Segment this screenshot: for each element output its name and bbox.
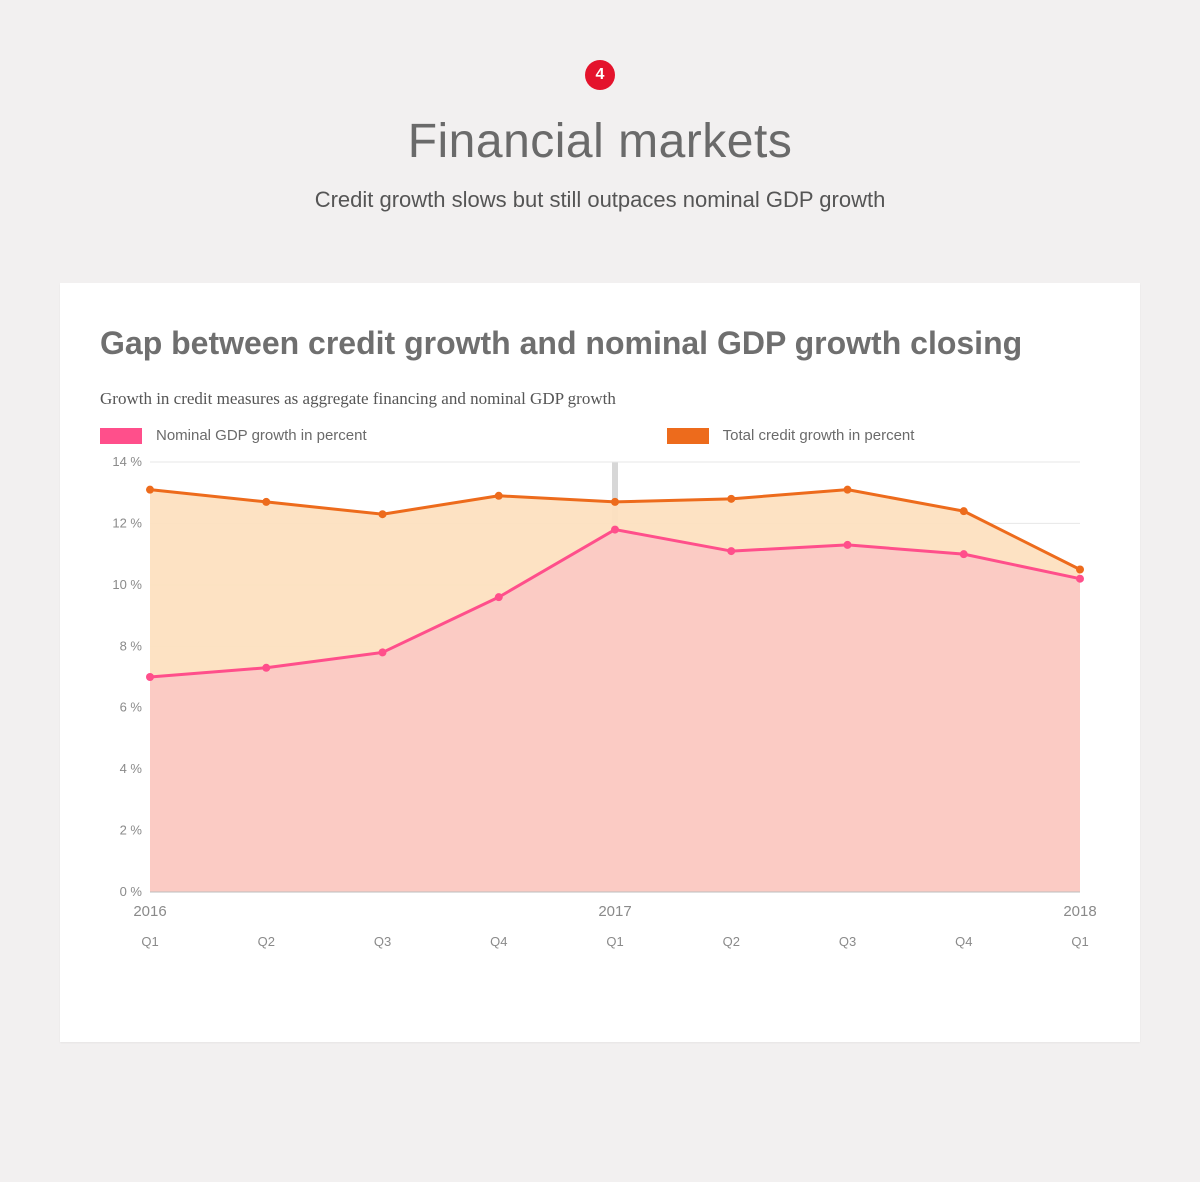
svg-text:14 %: 14 % [112, 454, 142, 469]
svg-text:12 %: 12 % [112, 515, 142, 530]
legend-item-gdp: Nominal GDP growth in percent [100, 427, 367, 444]
svg-text:Q3: Q3 [374, 934, 391, 949]
chart-plot-area: 0 % 2 % 4 % 6 % 8 % 10 % 12 % 14 % 2016 2017 2018 Q… [100, 454, 1100, 1014]
legend-label-credit: Total credit growth in percent [723, 427, 915, 444]
legend-item-credit: Total credit growth in percent [667, 427, 915, 444]
svg-text:2 %: 2 % [120, 823, 143, 838]
svg-text:Q3: Q3 [839, 934, 856, 949]
legend-swatch-gdp [100, 428, 142, 444]
legend-label-gdp: Nominal GDP growth in percent [156, 427, 367, 444]
chart-legend: Nominal GDP growth in percent Total cred… [100, 427, 1100, 444]
svg-text:10 %: 10 % [112, 577, 142, 592]
page-title: Financial markets [60, 114, 1140, 169]
legend-swatch-credit [667, 428, 709, 444]
chart-card: Gap between credit growth and nominal GD… [60, 283, 1140, 1042]
svg-text:8 %: 8 % [120, 638, 143, 653]
section-number: 4 [596, 66, 605, 84]
svg-text:2017: 2017 [598, 903, 631, 920]
section-number-badge: 4 [585, 60, 615, 90]
page-subtitle: Credit growth slows but still outpaces n… [60, 187, 1140, 213]
svg-text:Q4: Q4 [955, 934, 972, 949]
svg-text:6 %: 6 % [120, 700, 143, 715]
svg-text:2016: 2016 [133, 903, 166, 920]
chart-subtitle: Growth in credit measures as aggregate f… [100, 389, 1100, 409]
svg-text:Q2: Q2 [258, 934, 275, 949]
svg-text:Q1: Q1 [606, 934, 623, 949]
svg-text:0 %: 0 % [120, 884, 143, 899]
chart-title: Gap between credit growth and nominal GD… [100, 323, 1100, 363]
svg-text:Q4: Q4 [490, 934, 507, 949]
area-chart-svg: 0 % 2 % 4 % 6 % 8 % 10 % 12 % 14 % 2016 2017 2018 Q… [100, 454, 1100, 1014]
svg-text:4 %: 4 % [120, 761, 143, 776]
svg-text:Q1: Q1 [1071, 934, 1088, 949]
svg-text:Q1: Q1 [141, 934, 158, 949]
svg-text:Q2: Q2 [723, 934, 740, 949]
svg-text:2018: 2018 [1063, 903, 1096, 920]
page: 4 Financial markets Credit growth slows … [0, 0, 1200, 1082]
